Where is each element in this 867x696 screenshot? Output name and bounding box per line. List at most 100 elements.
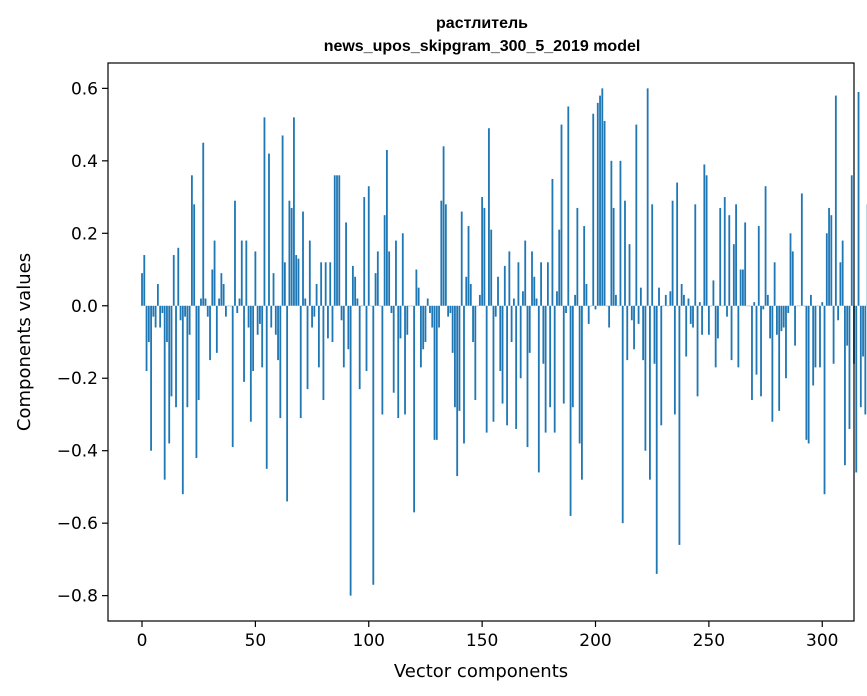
bar: [610, 160, 613, 306]
bar: [202, 142, 205, 306]
bar: [685, 305, 688, 357]
bar: [456, 305, 459, 477]
bar: [571, 305, 574, 408]
bar: [431, 305, 434, 328]
bar: [156, 284, 159, 306]
bar: [478, 294, 481, 306]
bar: [154, 305, 157, 328]
bar: [587, 305, 590, 324]
x-tick-label: 250: [693, 631, 725, 651]
bar: [395, 240, 397, 306]
bar: [635, 124, 638, 306]
bar: [664, 294, 667, 306]
bar: [170, 305, 173, 397]
bar: [730, 305, 733, 361]
bar: [372, 305, 375, 585]
bar: [805, 305, 808, 440]
bar: [256, 305, 259, 335]
bar: [689, 305, 692, 324]
x-tick-label: 0: [137, 631, 148, 651]
bar: [406, 305, 409, 335]
bar: [465, 276, 468, 306]
bar: [669, 291, 672, 306]
bar: [447, 305, 450, 317]
bar: [601, 88, 604, 306]
bar: [766, 294, 769, 306]
bar: [302, 211, 304, 306]
bar: [290, 207, 293, 306]
bar: [222, 284, 225, 306]
bar: [317, 305, 320, 368]
bar: [717, 305, 719, 339]
bar: [336, 175, 338, 306]
chart-title-line2: news_upos_skipgram_300_5_2019 model: [324, 38, 641, 55]
bar: [177, 247, 180, 306]
bar: [839, 262, 842, 306]
bar: [166, 305, 168, 342]
bar: [812, 305, 815, 386]
bar: [787, 305, 790, 314]
bar: [537, 305, 540, 473]
bar: [422, 305, 425, 350]
bar: [821, 302, 824, 306]
bar: [683, 294, 685, 306]
bar: [574, 294, 576, 306]
bar: [181, 305, 184, 495]
y-tick-label: 0.4: [71, 152, 98, 172]
y-tick-label: −0.6: [57, 514, 98, 534]
bar: [497, 276, 499, 306]
bar: [383, 215, 386, 306]
x-tick-label: 150: [466, 631, 498, 651]
bar: [472, 305, 474, 342]
bar: [331, 305, 334, 342]
bar: [769, 305, 772, 339]
bar: [281, 135, 284, 306]
bar: [356, 298, 359, 306]
bar: [637, 305, 640, 324]
bar: [744, 222, 747, 306]
bar: [583, 226, 586, 306]
bar: [433, 305, 436, 440]
bar: [440, 200, 443, 306]
bar: [764, 186, 767, 306]
bar: [351, 265, 354, 306]
bar: [807, 305, 810, 444]
bar: [825, 233, 828, 306]
bar: [655, 305, 658, 574]
bar: [211, 269, 214, 306]
bar: [254, 251, 257, 306]
y-tick-label: −0.8: [57, 587, 98, 607]
bar: [283, 262, 286, 306]
bar: [723, 197, 726, 306]
bar: [701, 305, 703, 335]
y-tick-label: 0.0: [71, 297, 98, 317]
bar: [558, 229, 561, 306]
bar: [338, 175, 341, 306]
bar: [404, 305, 406, 415]
bar: [481, 197, 484, 306]
bar: [225, 305, 227, 317]
bar: [454, 305, 456, 408]
bar: [206, 305, 209, 317]
bar: [460, 211, 463, 306]
bar: [626, 305, 629, 361]
bar: [785, 305, 787, 379]
bar: [492, 305, 495, 422]
bar: [522, 291, 524, 306]
bar: [401, 233, 404, 306]
bar: [660, 305, 663, 426]
bar: [426, 298, 429, 306]
bar: [671, 200, 674, 306]
bar: [295, 255, 298, 306]
bar: [231, 305, 234, 448]
bar: [753, 302, 756, 306]
bar: [694, 204, 697, 306]
bar: [658, 287, 660, 306]
bar: [850, 175, 853, 306]
x-tick-label: 100: [353, 631, 385, 651]
bar: [179, 305, 182, 321]
bar: [703, 164, 706, 306]
bar: [376, 251, 379, 306]
bar: [649, 305, 651, 480]
